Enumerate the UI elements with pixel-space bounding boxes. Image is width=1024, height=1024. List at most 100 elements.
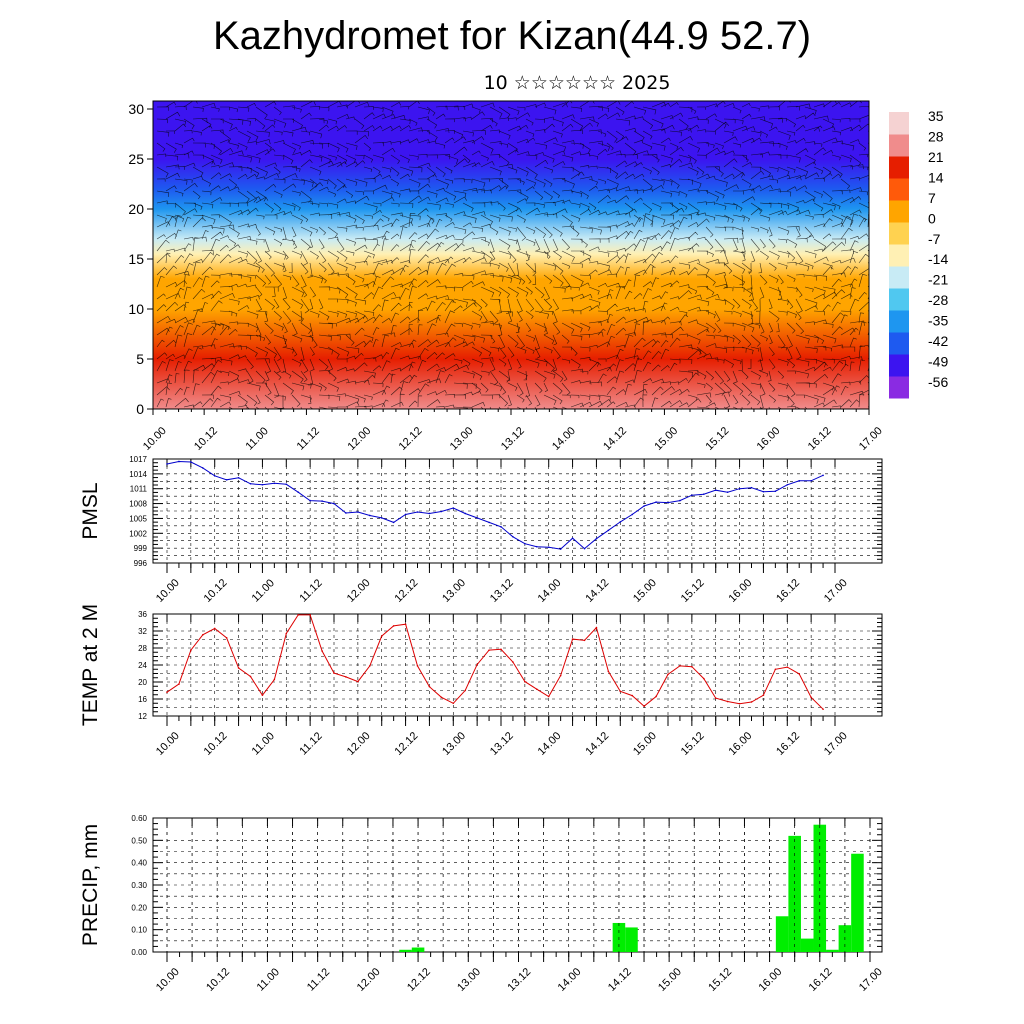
data-point xyxy=(762,490,765,493)
colorbar-label: -7 xyxy=(928,231,941,247)
data-point xyxy=(416,511,419,513)
data-point xyxy=(774,490,777,492)
x-tick-label: 16.00 xyxy=(726,730,754,758)
data-point xyxy=(631,694,634,697)
x-tick-label: 10.00 xyxy=(154,730,182,758)
grid-overlay xyxy=(166,818,871,952)
data-point xyxy=(285,483,288,486)
data-point xyxy=(607,529,610,532)
data-point xyxy=(190,649,192,651)
heatmap-x-tick-label: 15.12 xyxy=(703,425,731,453)
data-point xyxy=(750,701,753,703)
y-tick-label: 0.10 xyxy=(131,926,147,935)
y-tick-label: 32 xyxy=(138,627,147,636)
data-point xyxy=(524,680,526,683)
chart-subtitle: 10 ☆☆☆☆☆☆ 2025 xyxy=(483,72,671,94)
colorbar-segment xyxy=(889,354,909,377)
data-point xyxy=(357,680,359,683)
heatmap-x-tick-label: 16.12 xyxy=(806,425,834,453)
colorbar-label: 35 xyxy=(928,108,944,124)
data-point xyxy=(798,479,801,482)
x-tick-label: 13.00 xyxy=(440,577,468,605)
data-point xyxy=(440,510,443,513)
heatmap-x-tick-label: 12.12 xyxy=(397,425,425,453)
data-line xyxy=(166,460,824,550)
precipitation-panel: 0.00 0.10 0.20 0.30 0.40 0.50 0.60 PRECIP, mm 10… xyxy=(79,814,885,994)
pmsl-panel: 996 999 1002 1005 1008 1011 1014 1017 PMSL 10.00 1… xyxy=(79,455,883,605)
data-point xyxy=(345,512,347,514)
colorbar-segment xyxy=(889,200,909,223)
heatmap-x-tick-label: 16.00 xyxy=(755,425,783,453)
data-point xyxy=(798,673,801,675)
data-point xyxy=(464,689,467,692)
precip-bar xyxy=(851,853,864,952)
x-tick-label: 11.00 xyxy=(250,730,277,757)
x-tick-label: 11.12 xyxy=(297,730,324,757)
precip-bar xyxy=(788,835,801,952)
data-point xyxy=(714,697,717,699)
data-point xyxy=(595,626,598,629)
precip-bar xyxy=(826,949,839,952)
data-point xyxy=(380,635,383,637)
colorbar: 35 28 21 14 7 0 -7 -14 -21 -28 -35 -42 -49 -56 xyxy=(889,108,948,399)
x-tick-label: 12.00 xyxy=(345,577,373,605)
data-point xyxy=(702,493,705,495)
data-point xyxy=(333,672,335,674)
x-tick-label: 10.00 xyxy=(154,966,182,994)
x-tick-label: 11.00 xyxy=(250,577,277,604)
x-tick-label: 14.00 xyxy=(536,730,564,758)
x-tick-label: 17.00 xyxy=(822,730,850,758)
data-point xyxy=(309,614,311,616)
y-tick-label: 999 xyxy=(134,544,148,553)
x-tick-label: 10.12 xyxy=(202,577,230,605)
data-point xyxy=(535,688,538,691)
x-tick-label: 17.00 xyxy=(857,966,885,994)
data-point xyxy=(583,639,586,642)
data-point xyxy=(619,521,622,523)
data-point xyxy=(535,545,538,548)
data-point xyxy=(368,514,371,517)
chart-title: Kazhydromet for Kizan(44.9 52.7) xyxy=(212,14,812,58)
data-point xyxy=(345,676,347,678)
data-point xyxy=(643,705,645,708)
data-point xyxy=(726,491,729,493)
heatmap-y-tick-label: 20 xyxy=(128,201,144,217)
x-tick-label: 16.00 xyxy=(756,966,784,994)
x-tick-label: 14.00 xyxy=(536,577,564,605)
data-point xyxy=(166,691,168,693)
y-tick-label: 0.00 xyxy=(131,948,147,957)
heatmap-y-tick-label: 5 xyxy=(136,351,144,367)
colorbar-label: 0 xyxy=(928,210,936,226)
data-point xyxy=(643,505,645,507)
data-point xyxy=(297,614,300,616)
colorbar-segment xyxy=(889,112,909,135)
x-tick-label: 17.00 xyxy=(822,577,850,605)
precip-bar xyxy=(625,927,638,952)
data-point xyxy=(667,501,669,504)
data-point xyxy=(512,535,514,538)
x-tick-label: 12.00 xyxy=(355,966,383,994)
x-tick-label: 14.00 xyxy=(556,966,584,994)
x-tick-label: 13.12 xyxy=(488,577,516,605)
x-tick-label: 10.12 xyxy=(202,730,230,758)
precip-bar xyxy=(775,916,789,952)
data-point xyxy=(201,634,204,636)
wind-barbs xyxy=(156,101,869,409)
y-tick-label: 1014 xyxy=(129,470,147,479)
data-point xyxy=(822,708,824,710)
data-point xyxy=(225,479,228,481)
x-tick-label: 12.00 xyxy=(345,730,373,758)
heatmap-x-tick-label: 10.00 xyxy=(141,425,169,453)
data-point xyxy=(285,632,288,635)
x-tick-label: 12.12 xyxy=(405,966,433,994)
y-tick-label: 0.30 xyxy=(131,881,147,890)
colorbar-label: -14 xyxy=(928,251,948,267)
colorbar-segment xyxy=(889,222,909,245)
data-point xyxy=(452,507,455,509)
data-point xyxy=(679,665,681,667)
data-point xyxy=(667,673,669,676)
colorbar-label: -49 xyxy=(928,354,948,370)
x-tick-label: 12.12 xyxy=(392,577,420,605)
data-point xyxy=(583,547,586,550)
y-tick-label: 1005 xyxy=(129,514,147,523)
